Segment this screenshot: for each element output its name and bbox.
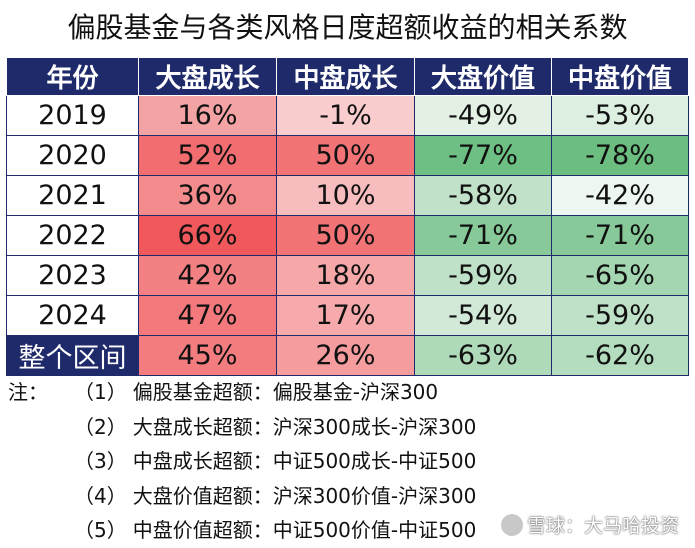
notes: 注： （1） 偏股基金超额：偏股基金-沪深300 （2） 大盘成长超额：沪深300成长… — [8, 375, 688, 548]
table-header-row: 年份 大盘成长 中盘成长 大盘价值 中盘价值 — [6, 57, 689, 96]
value-cell: 26% — [276, 335, 415, 376]
note-number: （4） — [74, 483, 127, 508]
table-row: 2022 66% 50% -71% -71% — [6, 215, 689, 256]
table-row: 2019 16% -1% -49% -53% — [6, 95, 689, 136]
table-row: 2024 47% 17% -54% -59% — [6, 295, 689, 336]
value-cell: 66% — [138, 215, 277, 256]
header-large-value: 大盘价值 — [414, 57, 552, 96]
note-item: （3） 中盘成长超额：中证500成长-中证500 — [8, 444, 688, 479]
header-mid-value: 中盘价值 — [551, 57, 689, 96]
value-cell: 47% — [138, 295, 277, 336]
value-cell: -65% — [551, 255, 689, 296]
value-cell: 50% — [276, 215, 415, 256]
header-mid-growth: 中盘成长 — [276, 57, 415, 96]
value-cell: -54% — [414, 295, 552, 336]
table-row: 2023 42% 18% -59% -65% — [6, 255, 689, 296]
year-cell: 2023 — [6, 255, 139, 296]
note-number: （2） — [74, 414, 127, 439]
year-cell: 2020 — [6, 135, 139, 176]
value-cell: 18% — [276, 255, 415, 296]
note-text: 大盘成长超额：沪深300成长-沪深300 — [132, 414, 477, 439]
value-cell: 52% — [138, 135, 277, 176]
note-text: 中盘价值超额：中证500价值-中证500 — [132, 518, 477, 542]
value-cell: -1% — [276, 95, 415, 136]
value-cell: 17% — [276, 295, 415, 336]
note-text: 偏股基金超额：偏股基金-沪深300 — [132, 380, 439, 404]
correlation-table: 年份 大盘成长 中盘成长 大盘价值 中盘价值 2019 16% -1% -49% -53… — [6, 57, 689, 376]
watermark: 雪球：大马哈投资 — [500, 511, 679, 538]
snowball-logo-icon — [500, 514, 523, 536]
value-cell: -77% — [414, 135, 552, 176]
note-item: （4） 大盘价值超额：沪深300价值-沪深300 — [8, 479, 688, 514]
value-cell: -59% — [551, 295, 689, 336]
total-label-cell: 整个区间 — [6, 335, 139, 376]
note-text: 大盘价值超额：沪深300价值-沪深300 — [132, 483, 477, 508]
value-cell: -78% — [551, 135, 689, 176]
value-cell: -42% — [551, 175, 689, 216]
note-item: 注： （1） 偏股基金超额：偏股基金-沪深300 — [8, 375, 688, 410]
notes-label: 注： — [8, 380, 48, 404]
note-item: （2） 大盘成长超额：沪深300成长-沪深300 — [8, 410, 688, 445]
year-cell: 2021 — [6, 175, 139, 216]
note-number: （1） — [74, 380, 127, 404]
value-cell: -53% — [551, 95, 689, 136]
note-item: （5） 中盘价值超额：中证500价值-中证500 — [8, 513, 688, 548]
watermark-text: 雪球：大马哈投资 — [526, 515, 679, 537]
value-cell: -58% — [414, 175, 552, 216]
value-cell: 45% — [138, 335, 277, 376]
year-cell: 2019 — [6, 95, 139, 136]
value-cell: -71% — [551, 215, 689, 256]
note-number: （5） — [74, 518, 127, 542]
value-cell: 16% — [138, 95, 277, 136]
value-cell: 10% — [276, 175, 415, 216]
table-row: 2020 52% 50% -77% -78% — [6, 135, 689, 176]
table-total-row: 整个区间 45% 26% -63% -62% — [6, 335, 689, 376]
value-cell: 36% — [138, 175, 277, 216]
header-year: 年份 — [6, 57, 139, 96]
header-large-growth: 大盘成长 — [138, 57, 277, 96]
note-number: （3） — [74, 449, 127, 473]
value-cell: -59% — [414, 255, 552, 296]
year-cell: 2024 — [6, 295, 139, 336]
year-cell: 2022 — [6, 215, 139, 256]
value-cell: 50% — [276, 135, 415, 176]
value-cell: -62% — [551, 335, 689, 376]
value-cell: -63% — [414, 335, 552, 376]
page-title: 偏股基金与各类风格日度超额收益的相关系数 — [67, 11, 628, 44]
value-cell: 42% — [138, 255, 277, 296]
table-row: 2021 36% 10% -58% -42% — [6, 175, 689, 216]
value-cell: -49% — [414, 95, 552, 136]
value-cell: -71% — [414, 215, 552, 256]
note-text: 中盘成长超额：中证500成长-中证500 — [132, 449, 477, 473]
